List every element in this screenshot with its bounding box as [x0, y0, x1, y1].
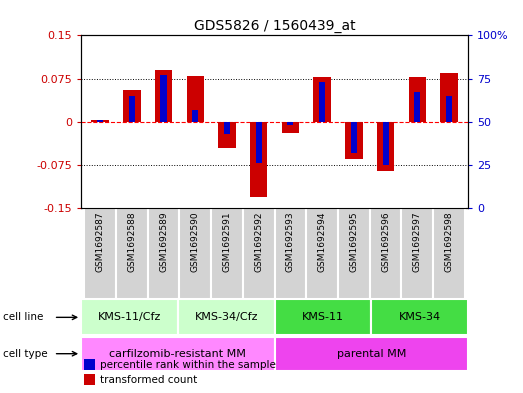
Text: KMS-34/Cfz: KMS-34/Cfz [195, 312, 258, 322]
Text: parental MM: parental MM [337, 349, 406, 359]
Text: GSM1692590: GSM1692590 [191, 211, 200, 272]
Bar [282, 122, 299, 133]
Bar [433, 208, 465, 299]
Bar [81, 337, 275, 371]
Text: KMS-11/Cfz: KMS-11/Cfz [98, 312, 161, 322]
Bar [306, 208, 338, 299]
Title: GDS5826 / 1560439_at: GDS5826 / 1560439_at [194, 19, 356, 33]
Bar [211, 208, 243, 299]
Text: transformed count: transformed count [100, 375, 198, 385]
Text: cell line: cell line [3, 312, 43, 322]
Bar [338, 208, 370, 299]
Bar [275, 208, 306, 299]
Bar [92, 120, 109, 122]
Bar [187, 76, 204, 122]
Text: GSM1692594: GSM1692594 [317, 211, 327, 272]
Bar [97, 120, 103, 122]
Bar [116, 208, 147, 299]
Text: GSM1692596: GSM1692596 [381, 211, 390, 272]
Bar [129, 96, 135, 122]
Bar [402, 208, 433, 299]
Text: cell type: cell type [3, 349, 47, 359]
Text: GSM1692592: GSM1692592 [254, 211, 263, 272]
Bar [287, 122, 293, 125]
Bar [147, 208, 179, 299]
Bar [243, 208, 275, 299]
Bar [408, 77, 426, 122]
Bar [178, 299, 275, 335]
Bar [377, 122, 394, 171]
Bar [440, 73, 458, 122]
Text: GSM1692597: GSM1692597 [413, 211, 422, 272]
Bar [382, 122, 389, 165]
Text: GSM1692593: GSM1692593 [286, 211, 295, 272]
Bar [351, 122, 357, 153]
Bar [218, 122, 236, 148]
Bar [319, 82, 325, 122]
Text: carfilzomib-resistant MM: carfilzomib-resistant MM [109, 349, 246, 359]
Bar [446, 96, 452, 122]
Text: GSM1692598: GSM1692598 [445, 211, 453, 272]
Text: GSM1692595: GSM1692595 [349, 211, 358, 272]
Text: GSM1692587: GSM1692587 [96, 211, 105, 272]
Bar [84, 208, 116, 299]
Text: percentile rank within the sample: percentile rank within the sample [100, 360, 276, 370]
Bar [192, 110, 198, 122]
Bar [345, 122, 362, 159]
Bar [370, 208, 402, 299]
Bar [155, 70, 172, 122]
Bar [275, 337, 468, 371]
Text: GSM1692591: GSM1692591 [222, 211, 232, 272]
Bar [161, 75, 167, 122]
Text: KMS-34: KMS-34 [399, 312, 441, 322]
Text: KMS-11: KMS-11 [302, 312, 344, 322]
Bar [414, 92, 420, 122]
Bar [123, 90, 141, 122]
Bar [224, 122, 230, 134]
Text: GSM1692588: GSM1692588 [127, 211, 137, 272]
Bar [275, 299, 371, 335]
Bar [313, 77, 331, 122]
Bar [256, 122, 262, 163]
Text: GSM1692589: GSM1692589 [159, 211, 168, 272]
Bar [179, 208, 211, 299]
Bar [250, 122, 267, 197]
Bar [81, 299, 178, 335]
Bar [371, 299, 468, 335]
